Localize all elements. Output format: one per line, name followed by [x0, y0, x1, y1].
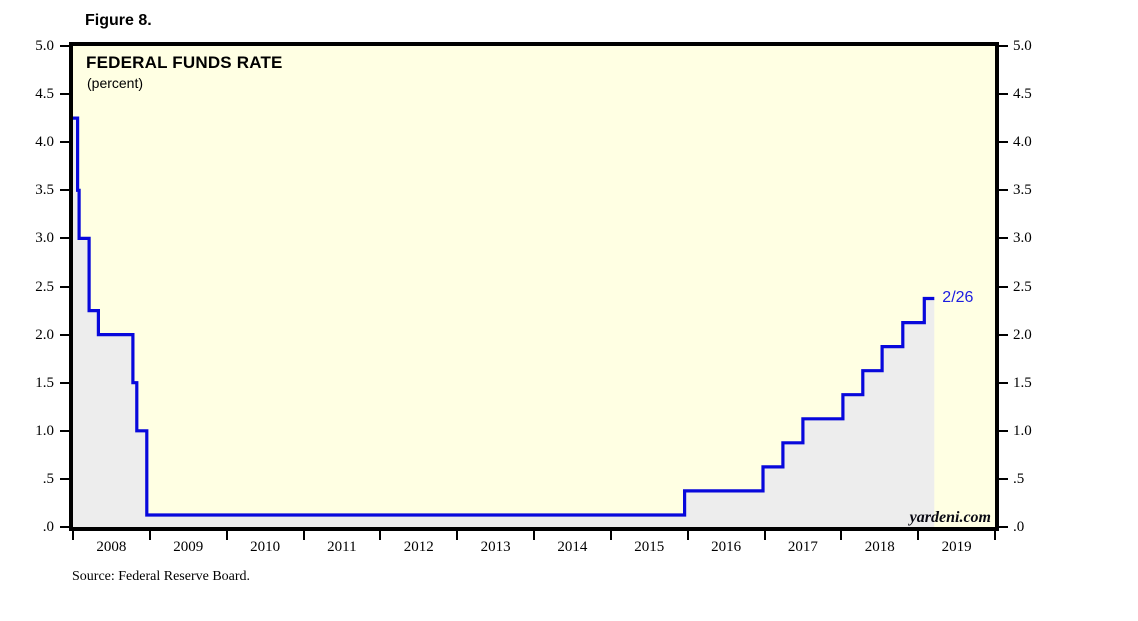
source-note: Source: Federal Reserve Board. [72, 569, 251, 584]
y-axis-tick-left [60, 141, 70, 144]
y-axis-label-right: 4.0 [1013, 134, 1032, 151]
x-axis-year-label: 2017 [787, 539, 818, 555]
x-axis-year-label: 2015 [634, 539, 665, 555]
fed-funds-rate-line [73, 116, 935, 517]
x-axis-tick [533, 531, 535, 540]
x-axis-tick [840, 531, 843, 540]
y-axis-label-right: 4.5 [1013, 86, 1032, 103]
y-axis-tick-left [60, 381, 70, 384]
watermark-yardeni: yardeni.com [909, 509, 991, 526]
y-axis-tick-left [60, 45, 70, 47]
y-axis-label-left: 2.0 [35, 326, 54, 343]
y-axis-label-right: 5.0 [1013, 38, 1032, 54]
y-axis-tick-left [60, 333, 70, 336]
x-axis-tick [72, 531, 74, 540]
y-axis-tick-right [998, 526, 1008, 528]
y-axis-label-left: 3.5 [35, 182, 54, 199]
area-fill [73, 118, 935, 527]
y-axis-label-left: 1.0 [35, 422, 54, 439]
x-axis-year-label: 2008 [96, 539, 127, 555]
x-axis-year-label: 2018 [864, 539, 895, 555]
y-axis-tick-left [60, 237, 70, 240]
y-axis-label-left: 5.0 [35, 38, 54, 54]
y-axis-tick-right [998, 477, 1008, 480]
y-axis-tick-right [998, 381, 1008, 384]
x-axis-tick [225, 531, 228, 540]
chart-subtitle: (percent) [87, 75, 144, 91]
chart-plot-area: FEDERAL FUNDS RATE (percent) yardeni.com [69, 42, 999, 531]
y-axis-label-right: 2.5 [1013, 278, 1032, 295]
y-axis-label-left: .0 [42, 519, 54, 535]
y-axis-tick-right [998, 93, 1008, 96]
y-axis-tick-left [60, 93, 70, 96]
x-axis-tick [763, 531, 766, 540]
x-axis-year-label: 2014 [557, 539, 588, 555]
x-axis-year-label: 2013 [480, 539, 511, 555]
x-axis-tick [917, 531, 920, 540]
y-axis-label-left: 4.5 [35, 86, 54, 103]
y-axis-tick-right [998, 429, 1008, 432]
y-axis-label-right: .5 [1013, 470, 1025, 487]
y-axis-label-left: .5 [42, 470, 54, 487]
x-axis-year-label: 2009 [173, 539, 204, 555]
x-axis-tick [456, 531, 459, 540]
x-axis-tick [379, 531, 382, 540]
y-axis-label-right: 1.0 [1013, 422, 1032, 439]
y-axis-label-left: 1.5 [35, 374, 54, 391]
y-axis-label-right: .0 [1013, 519, 1025, 535]
y-axis-tick-left [60, 477, 70, 480]
y-axis-tick-left [60, 429, 70, 432]
y-axis-tick-left [60, 189, 70, 192]
x-axis-tick [686, 531, 689, 540]
x-axis-year-label: 2010 [250, 539, 281, 555]
y-axis-label-right: 2.0 [1013, 326, 1032, 343]
x-axis-year-label: 2011 [327, 539, 357, 555]
y-axis-label-right: 1.5 [1013, 374, 1032, 391]
y-axis-label-left: 3.0 [35, 230, 54, 247]
y-axis-tick-right [998, 189, 1008, 192]
x-axis-year-label: 2016 [711, 539, 742, 555]
x-axis-year-label: 2019 [941, 539, 972, 555]
y-axis-label-left: 4.0 [35, 134, 54, 151]
y-axis-tick-left [60, 526, 70, 528]
y-axis-tick-right [998, 333, 1008, 336]
x-axis-tick [148, 531, 151, 540]
y-axis-tick-right [998, 237, 1008, 240]
x-axis-tick [302, 531, 305, 540]
y-axis-tick-left [60, 285, 70, 288]
last-point-date-label: 2/26 [942, 288, 974, 306]
y-axis-tick-right [998, 285, 1008, 288]
figure-label: Figure 8. [85, 12, 152, 29]
chart-title: FEDERAL FUNDS RATE [86, 53, 283, 72]
x-axis-tick [609, 531, 612, 540]
x-axis-year-label: 2012 [403, 539, 434, 555]
y-axis-label-left: 2.5 [35, 278, 54, 295]
y-axis-label-right: 3.0 [1013, 230, 1032, 247]
y-axis-label-right: 3.5 [1013, 182, 1032, 199]
y-axis-tick-right [998, 141, 1008, 144]
chart-canvas [73, 116, 935, 527]
x-axis-tick [994, 531, 996, 540]
y-axis-tick-right [998, 45, 1008, 47]
